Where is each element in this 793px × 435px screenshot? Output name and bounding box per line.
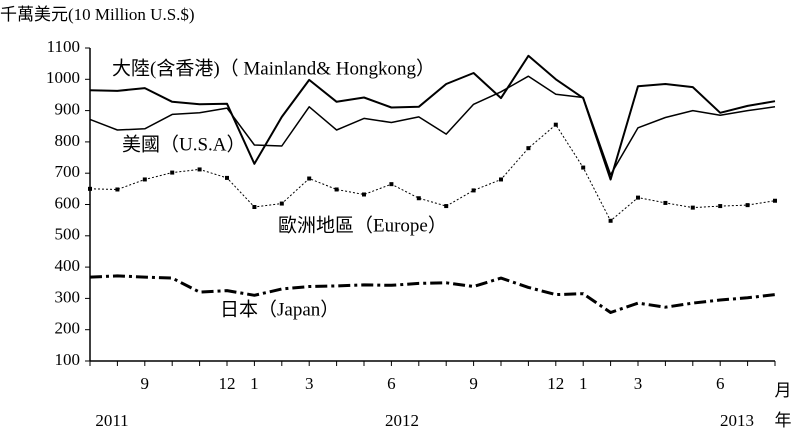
series-marker	[307, 176, 312, 181]
series-label: 歐洲地區（Europe）	[278, 214, 447, 236]
y-tick-label: 1100	[47, 37, 80, 56]
x-tick-label: 9	[141, 374, 150, 393]
series-label: 大陸(含香港)（ Mainland& Hongkong）	[112, 57, 435, 79]
series-marker	[581, 165, 586, 170]
series-line	[89, 75, 776, 176]
x-tick-label: 3	[305, 374, 314, 393]
x-tick-label: 6	[716, 374, 725, 393]
series-marker	[279, 201, 284, 206]
x-unit-label: 月	[775, 381, 792, 400]
series-marker	[636, 195, 640, 200]
x-tick-label: 6	[387, 374, 396, 393]
x-tick-label: 12	[547, 374, 564, 393]
series-marker	[389, 182, 394, 187]
y-tick-label: 900	[55, 100, 81, 119]
y-tick-label: 700	[55, 162, 81, 181]
x-tick-label: 1	[250, 374, 259, 393]
series-marker	[690, 205, 695, 210]
series-marker	[170, 170, 175, 175]
series-marker	[252, 205, 257, 210]
series-marker	[115, 187, 120, 192]
series-marker	[773, 198, 777, 203]
y-tick-label: 100	[55, 350, 81, 369]
y-tick-label: 500	[55, 225, 81, 244]
x-tick-label: 9	[469, 374, 478, 393]
year-label: 2011	[95, 411, 128, 430]
series-marker	[663, 200, 668, 205]
series-line	[89, 124, 776, 222]
series-marker	[471, 188, 476, 193]
y-tick-label: 800	[55, 131, 81, 150]
series-line	[89, 54, 776, 181]
series-marker	[197, 167, 202, 172]
year-unit-label: 年	[775, 411, 792, 430]
year-label: 2012	[385, 411, 419, 430]
y-tick-label: 200	[55, 319, 81, 338]
y-tick-label: 600	[55, 193, 81, 212]
series-marker	[142, 177, 147, 182]
series-marker	[553, 122, 558, 127]
y-tick-label: 300	[55, 287, 81, 306]
series-marker	[499, 177, 503, 182]
y-tick-label: 1000	[46, 68, 80, 87]
series-marker	[334, 187, 339, 192]
x-tick-label: 12	[219, 374, 236, 393]
series-marker	[608, 218, 613, 223]
series-marker	[225, 175, 229, 180]
series-marker	[718, 204, 723, 209]
y-tick-label: 400	[55, 256, 81, 275]
series-marker	[444, 204, 449, 209]
series-marker	[362, 192, 366, 197]
series-marker	[526, 146, 531, 151]
x-tick-label: 3	[634, 374, 643, 393]
series-label: 日本（Japan）	[220, 298, 339, 320]
series-marker	[88, 186, 92, 191]
x-tick-label: 1	[579, 374, 588, 393]
series-marker	[416, 196, 421, 201]
series-label: 美國（U.S.A）	[122, 133, 246, 155]
y-axis-label: 千萬美元(10 Million U.S.$)	[0, 5, 195, 24]
series-marker	[745, 203, 750, 208]
series-line	[89, 274, 776, 314]
year-label: 2013	[720, 411, 754, 430]
